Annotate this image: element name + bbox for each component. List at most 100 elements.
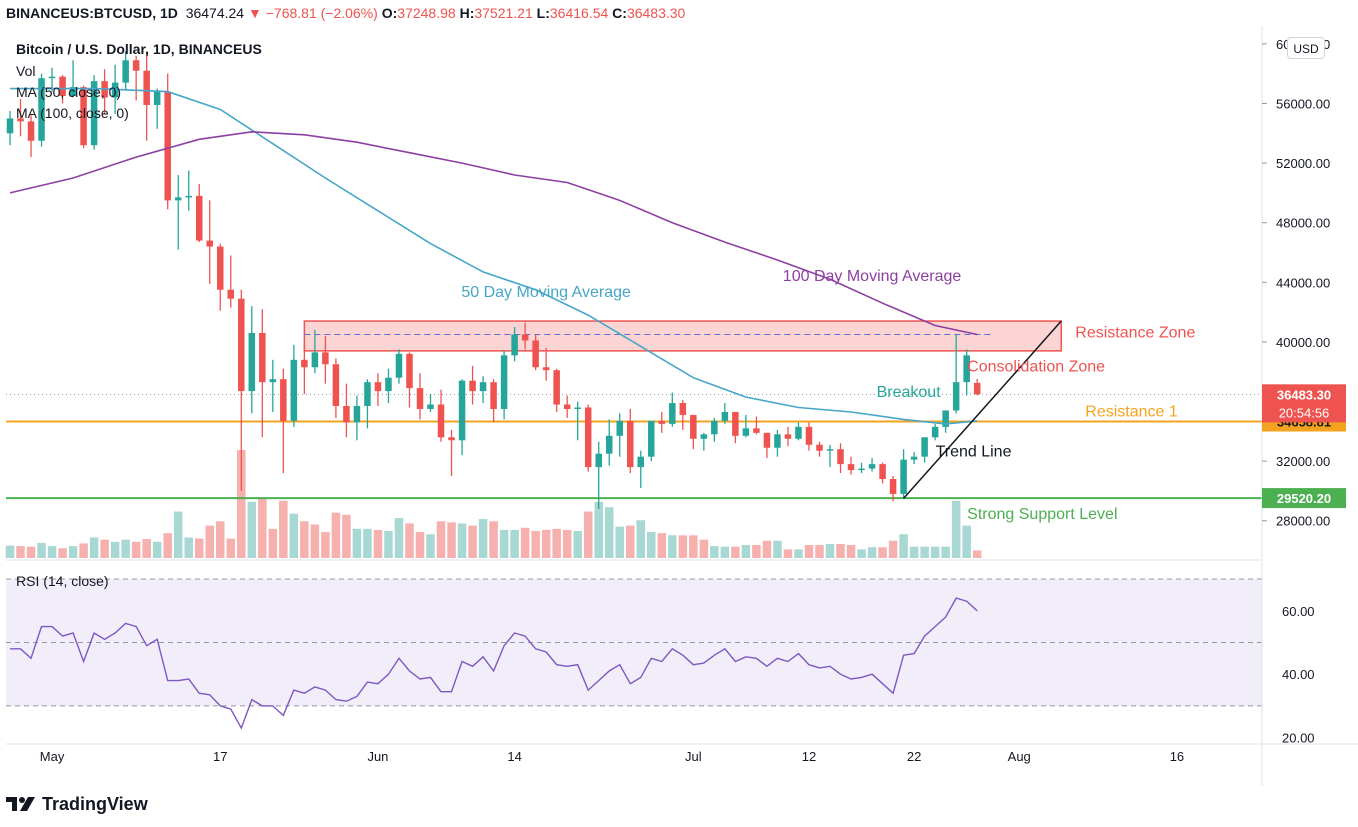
candle-body [385,377,392,392]
price-tick-label: 44000.00 [1276,275,1330,290]
time-tick-label: 12 [802,749,816,764]
volume-bar [625,525,635,558]
volume-bar [384,531,393,558]
tradingview-logo[interactable]: TradingView [6,792,148,816]
volume-bar [121,539,130,558]
candle-body [195,195,203,241]
candle-body [17,118,24,122]
time-tick-label: May [40,749,65,764]
candle-body [637,456,645,468]
rsi-legend[interactable]: RSI (14, close) [16,573,109,589]
down-arrow-icon: ▼ [247,5,262,21]
volume-bar [478,519,488,558]
candle-body [153,91,161,105]
candle-body [469,380,476,392]
close-value: 36483.30 [626,5,686,21]
price-tick-label: 40000.00 [1276,335,1330,350]
candle-body [542,367,550,371]
price-tick-label: 28000.00 [1276,514,1330,529]
volume-bar [173,511,183,558]
volume-bar [16,546,25,558]
rsi-tick-label: 40.00 [1282,667,1315,682]
candle-body [80,87,87,146]
candle-body [374,382,382,392]
volume-bar [426,534,435,558]
candle-body [164,91,171,201]
last-price-badge: 36483.30 [1277,387,1331,402]
open-value: 37248.98 [397,5,456,21]
ma50-legend[interactable]: MA (50, close, 0) [16,84,121,100]
candle-body [521,334,529,341]
volume-bar [47,546,57,558]
volume-bar [510,529,519,558]
candle-body [753,428,760,433]
tradingview-brand: TradingView [42,793,148,814]
volume-bar [352,528,362,558]
candle-body [332,364,340,406]
candle-body [973,382,981,395]
ma50-label: 50 Day Moving Average [461,284,631,301]
volume-bar [520,527,530,558]
volume-bar [815,545,824,558]
vol-legend[interactable]: Vol [16,63,35,79]
volume-bar [888,540,898,558]
candle-body [784,434,792,439]
candle-body [216,246,224,290]
volume-bar [562,529,572,558]
volume-bar [499,529,509,558]
volume-bar [710,546,719,558]
support-price-badge-bg [1262,488,1346,509]
candle-body [889,479,897,494]
resistance-zone-label: Resistance Zone [1075,324,1195,341]
candle-body [805,426,813,445]
candle-body [679,403,687,415]
volume-bar [930,546,940,558]
candle-body [143,70,150,105]
candle-body [921,437,928,457]
low-value: 36416.54 [549,5,609,21]
time-tick-label: 14 [507,749,521,764]
candle-body [48,76,56,79]
currency-button[interactable]: USD [1287,37,1325,59]
price-chart[interactable]: Resistance Zone Consolidation Zone Resista… [0,26,1358,786]
volume-bar [226,538,236,558]
volume-bar [79,543,88,558]
candle-body [900,459,907,494]
candle-body [868,464,876,469]
candle-body [90,81,98,146]
volume-bar [583,511,593,558]
candle-body [553,370,560,405]
candle-body [406,353,413,389]
volume-bar [846,545,856,558]
volume-bar [489,521,498,558]
candle-body [290,359,298,421]
candle-body [343,406,350,423]
volume-bar [773,540,782,558]
volume-bar [363,528,372,558]
candle-body [963,355,970,383]
ma100-legend[interactable]: MA (100, close, 0) [16,105,129,121]
candle-body [511,334,518,356]
volume-bar [331,512,341,558]
price-tick-label: 32000.00 [1276,454,1330,469]
ma50-line [10,87,978,425]
candle-body [238,298,245,392]
open-label: O: [381,5,398,21]
volume-bar [636,520,646,558]
volume-bar [920,546,929,558]
volume-bar [783,549,793,558]
volume-bar [573,531,582,558]
symbol-name[interactable]: BINANCEUS:BTCUSD, 1D [6,5,178,21]
volume-bar [415,532,425,558]
volume-bar [541,529,551,558]
high-value: 37521.21 [474,5,533,21]
volume-bar [405,523,414,558]
candle-body [364,382,371,406]
candle-body [763,432,771,448]
volume-bar [668,535,677,558]
volume-bar [825,543,835,558]
volume-bar [215,521,225,558]
rsi-tick-label: 60.00 [1282,604,1315,619]
breakout-label: Breakout [877,384,942,401]
candle-body [248,332,256,392]
